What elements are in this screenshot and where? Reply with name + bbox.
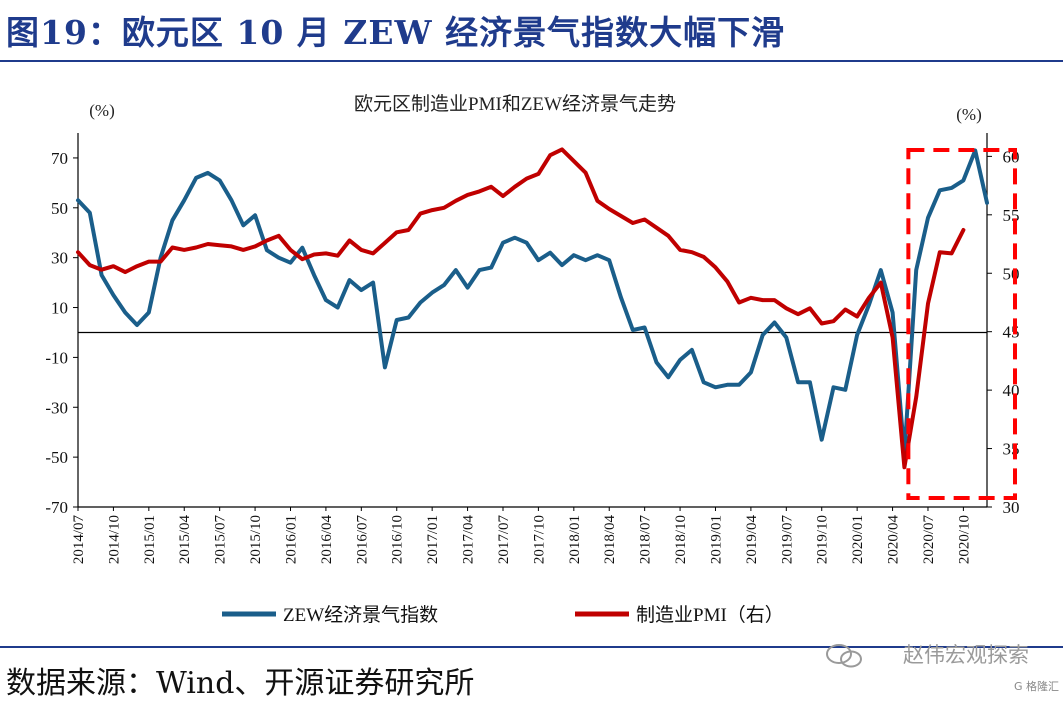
line-chart: 欧元区制造业PMI和ZEW经济景气走势 (%) (%) -70 -50 -30 -10… — [45, 93, 1020, 626]
chart-title: 欧元区制造业PMI和ZEW经济景气走势 — [354, 93, 676, 115]
x-tick-label: 2020/01 — [850, 515, 866, 564]
left-tick-label: 10 — [51, 299, 68, 318]
left-tick-label: -50 — [45, 448, 68, 467]
right-axis-unit: (%) — [956, 105, 981, 124]
legend-zew-label: ZEW经济景气指数 — [283, 604, 438, 626]
x-tick-label: 2015/07 — [213, 515, 229, 565]
left-tick-label: -10 — [45, 348, 68, 367]
x-tick-label: 2018/04 — [602, 515, 618, 565]
x-tick-label: 2016/10 — [390, 515, 406, 564]
figure-title: 图19：欧元区 10 月 ZEW 经济景气指数大幅下滑 — [6, 13, 786, 52]
x-tick-label: 2017/10 — [531, 515, 547, 564]
x-tick-label: 2019/10 — [815, 515, 831, 564]
x-tick-label: 2014/10 — [106, 515, 122, 564]
x-tick-label: 2015/04 — [177, 515, 193, 565]
x-tick-label: 2018/10 — [673, 515, 689, 564]
x-tick-label: 2020/10 — [956, 515, 972, 564]
left-tick-label: -30 — [45, 398, 68, 417]
x-tick-label: 2018/01 — [567, 515, 583, 564]
x-tick-label: 2020/07 — [921, 515, 937, 565]
x-tick-label: 2017/04 — [461, 515, 477, 565]
x-tick-label: 2018/07 — [638, 515, 654, 565]
highlight-box — [906, 148, 1018, 500]
x-tick-label: 2019/04 — [744, 515, 760, 565]
x-tick-label: 2016/07 — [354, 515, 370, 565]
source-badge: G 格隆汇 — [1013, 680, 1059, 693]
zew-series-line — [76, 148, 989, 457]
x-tick-label: 2017/01 — [425, 515, 441, 564]
x-tick-label: 2015/01 — [142, 515, 158, 564]
right-tick-label: 30 — [1003, 498, 1020, 517]
x-tick-label: 2019/01 — [708, 515, 724, 564]
x-tick-label: 2017/07 — [496, 515, 512, 565]
x-tick-label: 2014/07 — [71, 515, 87, 565]
watermark-text: 赵伟宏观探索 — [903, 643, 1029, 667]
left-tick-label: -70 — [45, 498, 68, 517]
x-tick-label: 2015/10 — [248, 515, 264, 564]
data-source: 数据来源：Wind、开源证券研究所 — [6, 666, 475, 701]
left-tick-label: 70 — [51, 149, 68, 168]
title-divider — [0, 60, 1063, 62]
footer-divider — [0, 646, 1063, 648]
left-axis-unit: (%) — [89, 101, 114, 120]
x-tick-label: 2016/04 — [319, 515, 335, 565]
x-tick-label: 2016/01 — [283, 515, 299, 564]
left-tick-label: 30 — [51, 249, 68, 268]
pmi-series-line — [76, 147, 966, 470]
x-tick-label: 2019/07 — [779, 515, 795, 565]
legend-pmi-label: 制造业PMI（右） — [636, 604, 784, 626]
wechat-icon — [826, 644, 862, 668]
x-tick-label: 2020/04 — [886, 515, 902, 565]
left-tick-label: 50 — [51, 199, 68, 218]
